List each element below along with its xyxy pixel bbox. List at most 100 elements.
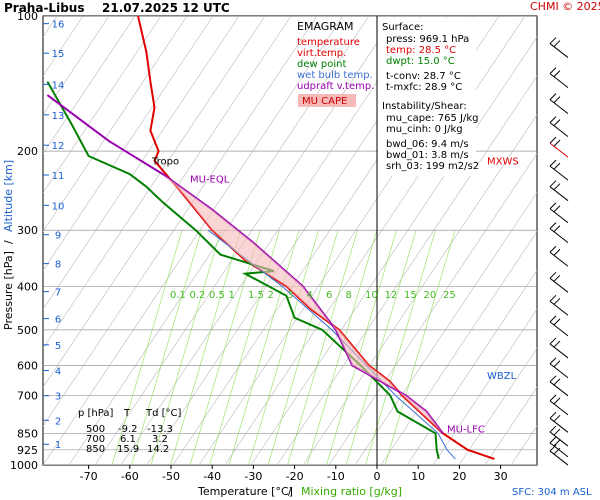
wind-barb-flag xyxy=(549,337,557,345)
surface-press: press: 969.1 hPa xyxy=(386,34,469,45)
annotation-wbzl: WBZL xyxy=(487,371,517,382)
wind-barb-staff xyxy=(549,381,569,397)
temp-tick: -50 xyxy=(162,470,180,483)
wind-barb-staff xyxy=(549,442,569,458)
temp-tick: -60 xyxy=(121,470,139,483)
wind-barb-staff xyxy=(549,300,569,316)
x-axis-label-mix: Mixing ratio [g/kg] xyxy=(301,485,402,498)
wind-barb xyxy=(549,294,569,316)
wind-barb-flag xyxy=(549,357,557,365)
mixing-ratio-line xyxy=(111,230,183,465)
altitude-tick: 3 xyxy=(55,392,61,403)
dry-adiabat xyxy=(276,75,537,465)
altitude-tick: 13 xyxy=(52,111,65,122)
copyright: CHMI © 2025 xyxy=(530,0,600,13)
surface-tconv: t-conv: 28.7 °C xyxy=(386,71,461,82)
wind-barb-flag xyxy=(549,93,557,101)
legend-dew-point: dew point xyxy=(297,59,346,70)
temp-tick: 0 xyxy=(374,470,381,483)
wind-barb-flag xyxy=(549,67,557,74)
wind-barbs xyxy=(549,37,569,466)
temp-tick: -30 xyxy=(244,470,262,483)
datetime: 21.07.2025 12 UTC xyxy=(102,1,230,15)
wind-barb-flag xyxy=(553,225,561,232)
table-r0-td: -13.3 xyxy=(147,424,173,435)
mixing-ratio-line xyxy=(228,230,300,465)
dry-adiabat xyxy=(406,269,537,465)
wind-barb xyxy=(549,394,569,416)
wind-barb-flag xyxy=(549,159,557,167)
y-axis-title: Pressure [hPa] / Altitude [km] xyxy=(2,160,15,330)
x-axis-label-temp: Temperature [°C] xyxy=(197,485,293,498)
y-axis-sep: / xyxy=(2,240,15,244)
wind-barb-flag xyxy=(553,297,561,305)
wind-barb-flag xyxy=(553,378,561,386)
wind-barb-flag xyxy=(553,40,561,47)
temp-tick: -40 xyxy=(203,470,221,483)
wind-barb-flag xyxy=(549,375,557,383)
pressure-tick: 925 xyxy=(17,444,38,457)
mixing-ratio-line xyxy=(170,230,241,465)
wind-barb xyxy=(549,425,569,447)
wind-barb xyxy=(549,222,569,244)
annotation-tropo: Tropo xyxy=(151,157,179,168)
pressure-tick: 1000 xyxy=(10,459,38,472)
altitude-tick: 16 xyxy=(52,20,65,31)
altitude-tick: 2 xyxy=(55,416,61,427)
dry-adiabat xyxy=(43,16,136,155)
wind-barb-flag xyxy=(549,315,557,323)
altitude-tick: 8 xyxy=(55,260,61,271)
altitude-tick: 4 xyxy=(55,367,61,378)
mixing-ratio-line xyxy=(131,230,202,465)
wind-barb-flag xyxy=(553,340,561,348)
wind-barb-flag xyxy=(553,439,561,447)
dry-adiabat xyxy=(120,16,422,465)
series-layer xyxy=(46,16,495,460)
annotation-mu-lfc: MU-LFC xyxy=(447,425,485,436)
cape-swatch xyxy=(298,94,356,107)
wind-barb xyxy=(549,93,569,115)
wind-barb-flag xyxy=(553,162,561,170)
temp-tick: 20 xyxy=(452,470,466,483)
wind-barb xyxy=(549,444,569,466)
wind-barb xyxy=(549,159,569,181)
wind-barb-staff xyxy=(549,228,569,244)
wind-barb xyxy=(549,436,569,458)
wind-barb-flag xyxy=(553,397,561,405)
wind-barb xyxy=(549,411,569,433)
wind-barb-staff xyxy=(549,99,569,115)
wind-barb-flag xyxy=(553,414,561,422)
altitude-tick: 14 xyxy=(52,80,65,91)
wind-barb-flag xyxy=(549,116,557,123)
table-r2-t: 15.9 xyxy=(117,444,139,455)
mixing-ratio-line xyxy=(189,230,261,465)
table-r1-p: 700 xyxy=(86,434,105,445)
wind-barb-flag xyxy=(549,245,557,253)
wind-barb-flag xyxy=(553,70,561,77)
wind-barb-flag xyxy=(549,222,557,229)
wind-barb-staff xyxy=(549,208,569,224)
mixing-ratio-label: 2 xyxy=(268,290,274,301)
wind-barb xyxy=(549,337,569,359)
wind-barb-flag xyxy=(549,202,557,210)
wind-barb xyxy=(549,271,569,293)
y-axis-label-press: Pressure [hPa] xyxy=(2,251,15,330)
mixing-ratio-label: 0.2 xyxy=(190,290,206,301)
mixing-ratio-label: 15 xyxy=(404,290,417,301)
wind-barb-flag xyxy=(549,37,557,44)
dry-adiabat xyxy=(563,16,600,465)
wind-barb-flag xyxy=(553,183,561,191)
mixing-ratio-line xyxy=(287,230,358,465)
legend-virt-temp: virt.temp. xyxy=(297,48,346,59)
dry-adiabat xyxy=(432,308,537,465)
dry-adiabat xyxy=(354,192,537,465)
altitude-tick: 10 xyxy=(52,201,65,212)
pressure-tick: 700 xyxy=(17,389,38,402)
dry-adiabat xyxy=(536,464,537,465)
legend-title: EMAGRAM xyxy=(297,20,354,33)
mixing-ratio-label: 1 xyxy=(229,290,235,301)
mixing-ratio-label: 4 xyxy=(307,290,313,301)
wind-barb-staff xyxy=(549,186,569,202)
temp-tick: -10 xyxy=(327,470,345,483)
dry-adiabat xyxy=(43,16,344,465)
